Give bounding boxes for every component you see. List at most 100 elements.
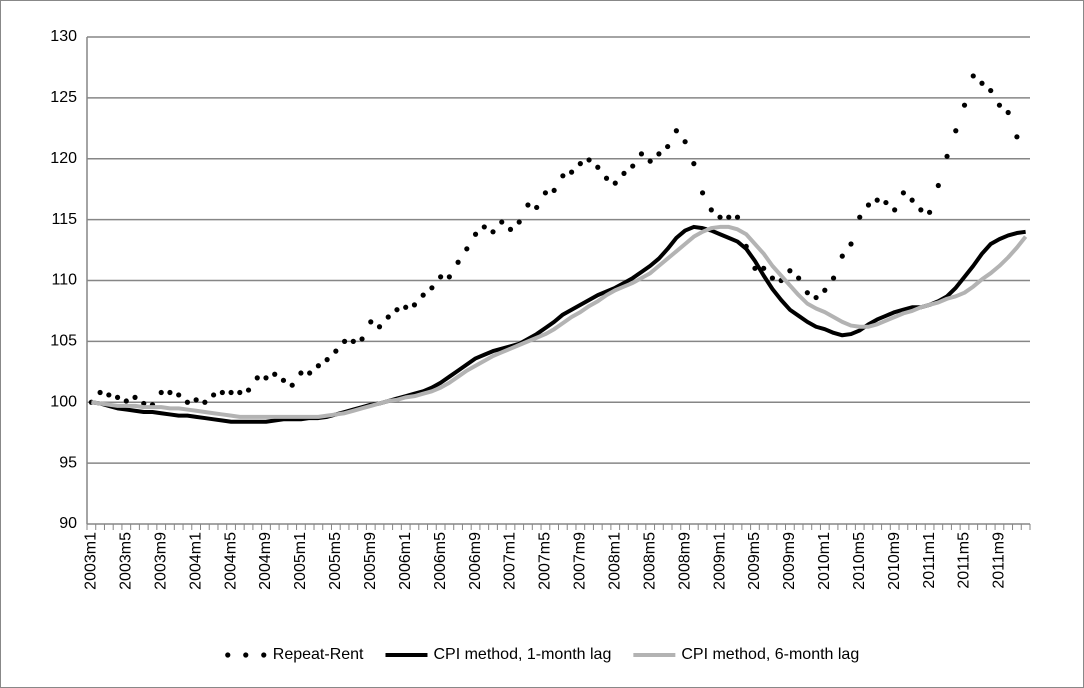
x-tick-label: 2010m1 (816, 532, 833, 590)
data-point (245, 387, 252, 393)
data-point (796, 275, 802, 281)
data-point (865, 202, 872, 208)
x-tick-label: 2005m5 (327, 532, 344, 590)
data-point (368, 319, 374, 325)
data-point (534, 204, 540, 211)
x-tick-label: 2007m5 (537, 532, 554, 590)
data-point (438, 274, 444, 280)
data-point (350, 338, 356, 344)
data-point (935, 182, 941, 189)
y-tick-label: 115 (51, 211, 77, 228)
data-point (892, 207, 898, 213)
x-tick-label: 2011m5 (956, 532, 973, 589)
data-point (106, 392, 112, 398)
data-point (979, 80, 985, 86)
data-point (953, 128, 959, 134)
data-point (490, 229, 496, 235)
data-point (595, 164, 601, 170)
data-point (586, 157, 592, 163)
data-point (717, 214, 723, 220)
data-point (630, 163, 636, 169)
data-point (394, 307, 400, 313)
data-point (560, 173, 566, 179)
data-point (822, 287, 828, 293)
x-tick-label: 2003m5 (118, 532, 135, 590)
data-point (551, 187, 557, 194)
data-point (691, 161, 697, 167)
data-point (577, 161, 583, 167)
data-point (359, 336, 365, 342)
y-tick-label: 90 (59, 515, 77, 532)
data-point (926, 209, 933, 215)
data-point (638, 151, 645, 157)
data-point (123, 398, 129, 404)
legend-label: Repeat-Rent (273, 646, 364, 663)
data-point (848, 241, 854, 247)
series-line (91, 224, 1028, 419)
data-point (411, 302, 418, 308)
data-point (944, 153, 950, 159)
x-tick-label: 2005m1 (292, 532, 309, 590)
data-point (403, 304, 409, 310)
data-point (228, 389, 234, 396)
x-tick-label: 2008m9 (676, 532, 693, 590)
y-tick-label: 130 (50, 28, 77, 45)
data-point (961, 102, 968, 108)
data-point (219, 389, 225, 396)
data-point (211, 392, 217, 398)
data-point (1014, 134, 1020, 140)
x-tick-label: 2006m5 (432, 532, 449, 590)
x-tick-label: 2008m1 (606, 532, 623, 590)
data-point (298, 370, 304, 376)
data-point (481, 224, 487, 230)
legend-label: CPI method, 1-month lag (433, 646, 611, 663)
x-tick-label: 2010m9 (886, 532, 903, 590)
data-point (734, 214, 741, 220)
data-point (507, 226, 514, 232)
data-point (525, 202, 531, 208)
data-point (612, 180, 618, 186)
legend-marker (225, 652, 231, 658)
data-point (176, 392, 182, 398)
data-point (708, 207, 714, 213)
data-point (202, 399, 208, 405)
data-point (341, 338, 348, 344)
data-point (280, 377, 287, 383)
data-point (542, 190, 549, 196)
data-point (385, 314, 391, 320)
data-point (429, 285, 435, 291)
data-point (647, 158, 653, 164)
legend-label: CPI method, 6-month lag (681, 646, 859, 663)
data-point (193, 397, 199, 403)
y-tick-label: 95 (59, 454, 77, 471)
data-point (726, 214, 732, 220)
data-point (472, 231, 479, 237)
x-tick-label: 2009m1 (711, 532, 728, 590)
data-point (114, 394, 121, 400)
x-tick-label: 2009m9 (781, 532, 798, 590)
data-point (97, 389, 103, 396)
data-point (665, 143, 671, 150)
data-point (272, 371, 278, 377)
data-point (857, 214, 863, 220)
data-point (315, 363, 321, 369)
data-point (682, 139, 688, 145)
x-tick-label: 2010m5 (851, 532, 868, 590)
data-point (918, 207, 924, 213)
data-point (464, 246, 470, 252)
y-tick-label: 120 (50, 150, 77, 167)
x-tick-label: 2004m9 (257, 532, 274, 590)
data-point (132, 394, 138, 400)
data-point (1005, 109, 1011, 116)
data-point (333, 348, 339, 354)
legend: Repeat-Rent CPI method, 1-month lag CPI me… (225, 646, 859, 663)
x-tick-label: 2003m9 (152, 532, 169, 590)
data-point (141, 400, 147, 407)
data-point (289, 382, 295, 388)
data-point (673, 128, 679, 134)
data-point (376, 324, 383, 330)
legend-item: CPI method, 6-month lag (633, 646, 859, 663)
data-point (656, 151, 662, 157)
data-point (254, 375, 260, 381)
